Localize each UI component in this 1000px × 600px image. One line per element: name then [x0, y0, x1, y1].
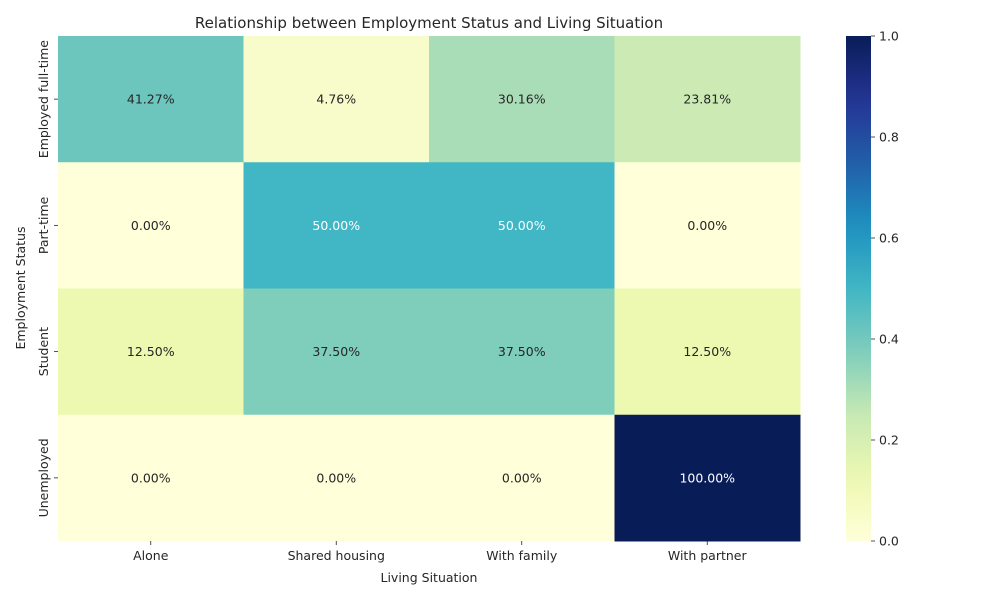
cell-value-label: 0.00%: [502, 470, 542, 485]
colorbar-tick-label: 1.0: [879, 29, 899, 44]
cell-value-label: 0.00%: [131, 470, 171, 485]
heatmap-cell: [614, 414, 801, 542]
colorbar-tick-label: 0.0: [879, 534, 899, 549]
heatmap-cells: [58, 36, 801, 542]
heatmap-cell: [429, 288, 615, 416]
cell-value-label: 4.76%: [316, 92, 356, 107]
heatmap-cell: [429, 414, 615, 542]
y-tick-label: Student: [36, 327, 51, 376]
x-tick-label: Shared housing: [288, 548, 385, 563]
colorbar-tick-label: 0.4: [879, 332, 899, 347]
cell-value-label: 23.81%: [683, 92, 731, 107]
heatmap-cell: [243, 36, 430, 163]
heatmap-cell-labels: 41.27% 4.76% 30.16% 23.81% 0.00% 50.00% 50.00%…: [127, 92, 735, 486]
heatmap-cell: [243, 288, 430, 416]
cell-value-label: 50.00%: [498, 218, 546, 233]
x-tick-label: With partner: [668, 548, 748, 563]
heatmap-cell: [58, 414, 244, 542]
cell-value-label: 37.50%: [498, 344, 546, 359]
heatmap-cell: [429, 36, 615, 163]
heatmap-cell: [58, 162, 244, 289]
cell-value-label: 12.50%: [683, 344, 731, 359]
heatmap-cell: [614, 162, 801, 289]
x-axis-label: Living Situation: [381, 570, 478, 585]
cell-value-label: 100.00%: [679, 470, 735, 485]
x-axis-ticks: Alone Shared housing With family With partn…: [133, 541, 747, 563]
heatmap-cell: [614, 36, 801, 163]
heatmap-cell: [614, 288, 801, 416]
x-tick-label: With family: [486, 548, 558, 563]
chart-title: Relationship between Employment Status a…: [195, 14, 663, 32]
cell-value-label: 12.50%: [127, 344, 175, 359]
heatmap-cell: [243, 162, 430, 289]
colorbar-tick-label: 0.8: [879, 130, 899, 145]
colorbar: [846, 36, 871, 541]
cell-value-label: 0.00%: [316, 470, 356, 485]
x-tick-label: Alone: [133, 548, 169, 563]
heatmap-cell: [58, 288, 244, 416]
cell-value-label: 0.00%: [687, 218, 727, 233]
y-axis-label: Employment Status: [13, 226, 28, 349]
cell-value-label: 30.16%: [498, 92, 546, 107]
y-tick-label: Part-time: [36, 196, 51, 254]
heatmap-cell: [429, 162, 615, 289]
colorbar-tick-label: 0.2: [879, 433, 899, 448]
heatmap-cell: [243, 414, 430, 542]
y-tick-label: Employed full-time: [36, 40, 51, 158]
colorbar-tick-label: 0.6: [879, 231, 899, 246]
cell-value-label: 50.00%: [312, 218, 360, 233]
heatmap-cell: [58, 36, 244, 163]
y-axis-ticks: Employed full-time Part-time Student Unempl…: [36, 40, 58, 517]
cell-value-label: 37.50%: [312, 344, 360, 359]
cell-value-label: 0.00%: [131, 218, 171, 233]
y-tick-label: Unemployed: [36, 438, 51, 517]
cell-value-label: 41.27%: [127, 92, 175, 107]
colorbar-ticks: 0.0 0.2 0.4 0.6 0.8 1.0: [871, 29, 899, 549]
